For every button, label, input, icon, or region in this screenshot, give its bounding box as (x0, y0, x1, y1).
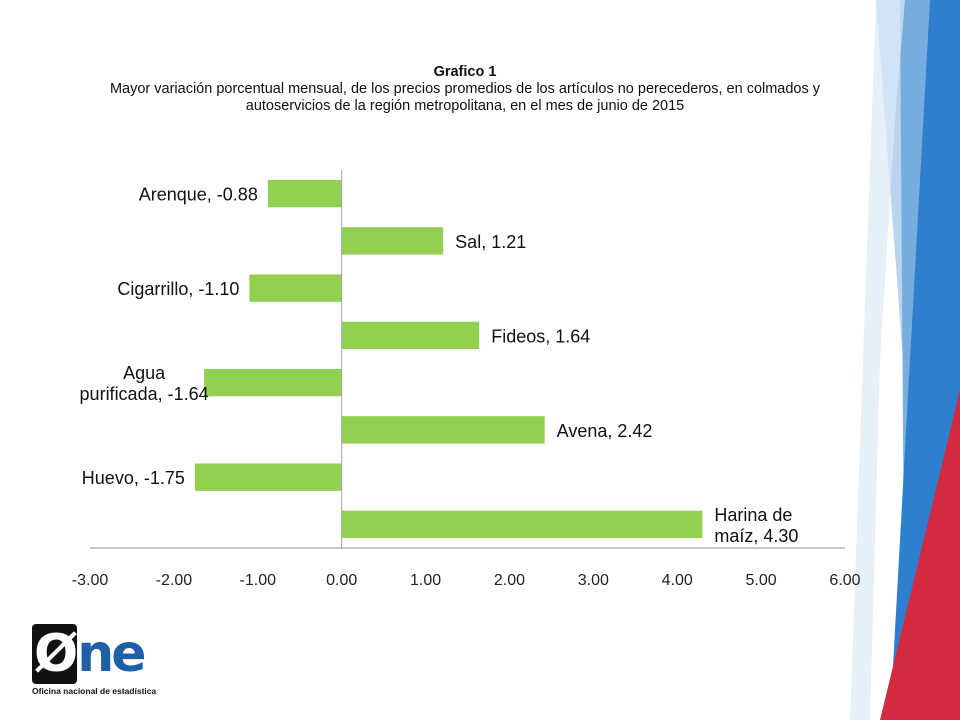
data-label: Arenque, -0.88 (139, 185, 258, 205)
bar-huevo (194, 463, 342, 491)
chart-title: Grafico 1 (433, 64, 497, 80)
bar-fideos (341, 321, 480, 350)
decorative-ribbons (850, 0, 960, 720)
data-label: Agua purificada, -1.64 (80, 363, 209, 404)
bar-cigarrillo (249, 274, 342, 302)
logo-mark-o: Ø (32, 624, 78, 684)
bar-avena (341, 416, 545, 444)
data-label: Avena, 2.42 (557, 421, 653, 441)
data-label: Fideos, 1.64 (491, 326, 590, 346)
logo-mark: Øne (32, 624, 147, 684)
bar-harina-de-maíz (341, 510, 703, 539)
chart-title-block: Grafico 1 Mayor variación porcentual men… (90, 64, 840, 115)
bar-agua-purificada (204, 368, 342, 397)
x-tick-label: 5.00 (746, 572, 777, 589)
x-tick-label: -1.00 (240, 572, 277, 589)
data-label: Huevo, -1.75 (82, 468, 185, 488)
ribbon-pale (850, 0, 905, 720)
x-tick-label: -2.00 (156, 572, 193, 589)
x-tick-label: 1.00 (410, 572, 441, 589)
x-tick-label: 3.00 (578, 572, 609, 589)
x-tick-label: 0.00 (326, 572, 357, 589)
logo-tagline: Oficina nacional de estadística (32, 686, 157, 696)
x-tick-label: 4.00 (662, 572, 693, 589)
x-tick-label: 2.00 (494, 572, 525, 589)
data-label: Harina de maíz, 4.30 (714, 505, 798, 546)
bar-sal (341, 227, 444, 255)
bar-arenque (267, 179, 342, 208)
x-tick-label: -3.00 (72, 572, 109, 589)
x-tick-label: 6.00 (829, 572, 860, 589)
ribbon-red (880, 390, 960, 720)
one-logo: Øne Oficina nacional de estadística (32, 624, 172, 698)
chart-subtitle: Mayor variación porcentual mensual, de l… (109, 81, 821, 114)
data-label: Cigarrillo, -1.10 (117, 279, 239, 299)
logo-mark-ne: ne (77, 624, 146, 684)
data-label: Sal, 1.21 (455, 232, 526, 252)
